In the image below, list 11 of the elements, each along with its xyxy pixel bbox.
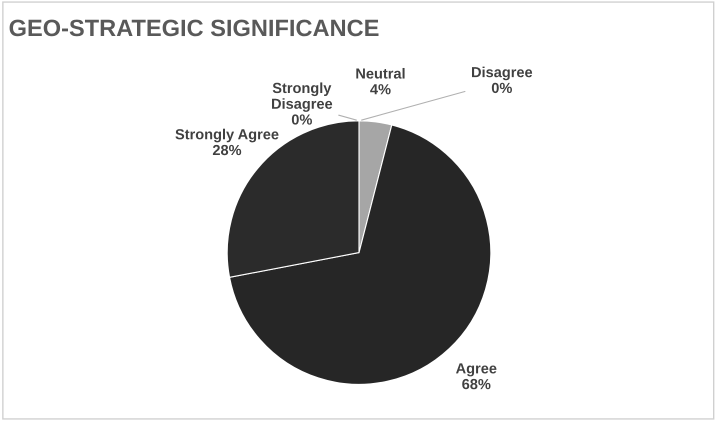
data-label: 4%: [370, 84, 391, 94]
category-label: Strongly Disagree: [272, 82, 332, 112]
chart-title: GEO-STRATEGIC SIGNIFICANCE: [10, 20, 378, 36]
slice-label: Agree: [456, 363, 496, 376]
slice-label: Strongly Agree: [175, 128, 278, 142]
text: 0%: [492, 82, 512, 94]
category-label: Disagree: [472, 66, 532, 80]
text: 0%: [292, 114, 312, 125]
data-label: 68%: [462, 378, 490, 390]
slice-label: Neutral: [356, 68, 405, 79]
data-label: 28%: [212, 144, 242, 156]
